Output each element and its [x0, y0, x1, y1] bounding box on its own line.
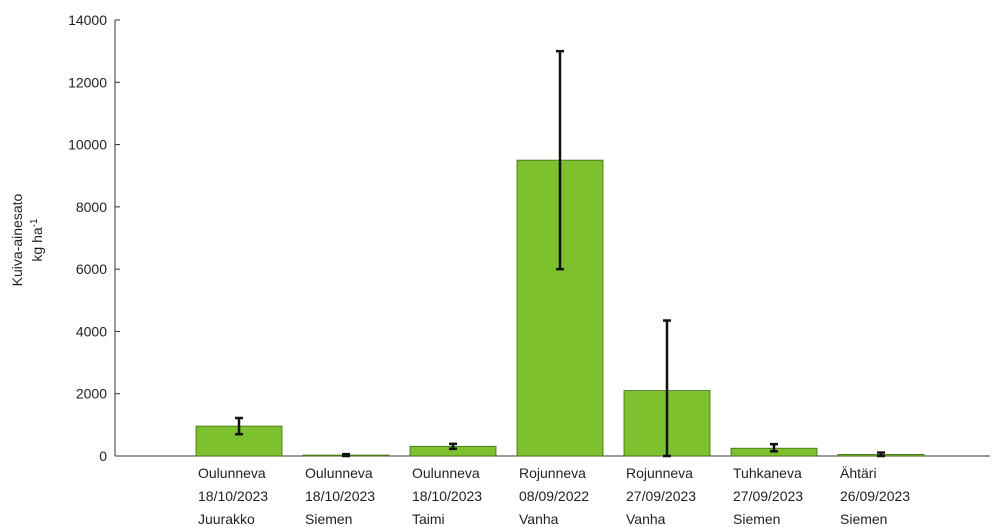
error-bar	[342, 452, 350, 458]
y-axis-unit-exponent: -1	[29, 218, 40, 227]
x-tick-label: 26/09/2023	[840, 488, 910, 504]
y-tick-label: 8000	[76, 199, 107, 215]
x-tick-label: Rojunneva	[519, 465, 586, 481]
y-axis-unit: kg ha	[29, 227, 45, 261]
x-tick-labels: Oulunneva 18/10/2023 Juurakko Oulunneva 18/1…	[198, 465, 910, 527]
x-tick-label: Oulunneva	[198, 465, 266, 481]
y-tick-label: 10000	[68, 137, 107, 153]
y-tick-label: 6000	[76, 261, 107, 277]
x-tick-label: Tuhkaneva	[733, 465, 802, 481]
y-tick-label: 14000	[68, 12, 107, 28]
y-ticks: 0 2000 4000 6000 8000 10000 12000 14000	[68, 12, 120, 464]
y-axis-label: Kuiva-ainesato kg ha-1	[9, 193, 45, 286]
x-tick-label: Ähtäri	[840, 465, 877, 481]
x-tick-label: 18/10/2023	[305, 488, 375, 504]
error-bar	[556, 49, 564, 271]
error-bar	[235, 416, 243, 436]
y-tick-label: 2000	[76, 386, 107, 402]
error-bars	[235, 49, 885, 458]
x-tick-label: 08/09/2022	[519, 488, 589, 504]
y-tick-label: 12000	[68, 74, 107, 90]
x-tick-label: 27/09/2023	[626, 488, 696, 504]
y-tick-label: 4000	[76, 323, 107, 339]
x-tick-label: Siemen	[305, 511, 352, 527]
x-tick-label: Oulunneva	[305, 465, 373, 481]
x-tick-label: Juurakko	[198, 511, 255, 527]
error-bar	[663, 319, 671, 458]
x-tick-label: 18/10/2023	[198, 488, 268, 504]
error-bar	[877, 451, 885, 458]
y-axis-label-line2: kg ha-1	[29, 218, 46, 262]
y-tick-label: 0	[99, 448, 107, 464]
x-tick-label: Taimi	[412, 511, 445, 527]
x-tick-label: Oulunneva	[412, 465, 480, 481]
x-tick-label: 18/10/2023	[412, 488, 482, 504]
x-tick-label: Siemen	[840, 511, 887, 527]
error-bar	[770, 442, 778, 453]
error-bar	[449, 442, 457, 451]
x-tick-label: Vanha	[519, 511, 559, 527]
x-tick-label: 27/09/2023	[733, 488, 803, 504]
bars	[195, 159, 925, 457]
y-axis-label-line1: Kuiva-ainesato	[9, 193, 25, 286]
x-tick-label: Rojunneva	[626, 465, 693, 481]
x-tick-label: Siemen	[733, 511, 780, 527]
x-tick-label: Vanha	[626, 511, 666, 527]
